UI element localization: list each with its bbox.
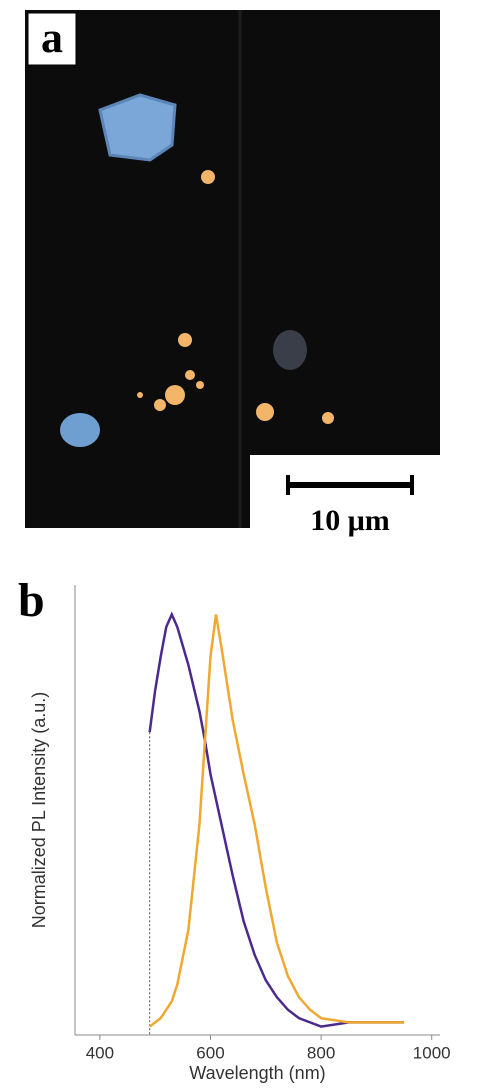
micrograph bbox=[25, 10, 440, 528]
scale-bar-box bbox=[250, 455, 450, 575]
y-axis-label: Normalized PL Intensity (a.u.) bbox=[29, 692, 49, 928]
blue-particle bbox=[60, 413, 100, 447]
scale-bar-label: 10 μm bbox=[310, 504, 390, 537]
x-axis-label: Wavelength (nm) bbox=[189, 1063, 325, 1083]
blue-particle bbox=[98, 93, 177, 162]
x-tick-label: 1000 bbox=[413, 1043, 451, 1062]
x-tick-label: 600 bbox=[196, 1043, 224, 1062]
orange-particles bbox=[137, 170, 334, 424]
series-line bbox=[148, 614, 405, 1028]
series-line bbox=[148, 611, 405, 1028]
gray-particle bbox=[273, 330, 307, 370]
x-tick-label: 400 bbox=[86, 1043, 114, 1062]
x-tick-label: 800 bbox=[307, 1043, 335, 1062]
panel-label: b bbox=[18, 574, 45, 627]
panel-label: a bbox=[41, 13, 63, 62]
label-box bbox=[27, 12, 77, 66]
